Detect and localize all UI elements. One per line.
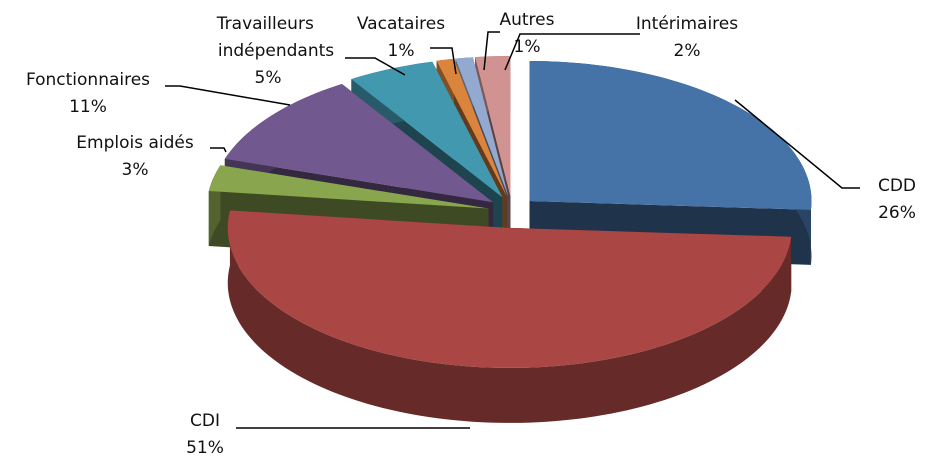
- leader-line: [734, 99, 860, 189]
- slice-label: Emplois aidés: [76, 133, 194, 153]
- leader-line: [430, 47, 457, 75]
- slice-top: [351, 61, 503, 198]
- pie-slice: [227, 210, 792, 423]
- slice-value-label: 5%: [255, 68, 282, 88]
- slice-value-label: 3%: [122, 160, 149, 180]
- slice-value-label: 11%: [69, 97, 107, 117]
- slice-top: [208, 165, 489, 209]
- slice-value-label: 2%: [674, 41, 701, 61]
- leader-line: [345, 57, 406, 76]
- slice-label: Vacataires: [357, 14, 445, 34]
- leader-line: [504, 33, 640, 71]
- leader-line: [165, 85, 291, 106]
- slice-top: [227, 210, 792, 368]
- slice-top: [455, 57, 509, 197]
- slice-label: Intérimaires: [636, 14, 738, 34]
- slice-wall: [227, 210, 792, 423]
- slice-label: Fonctionnaires: [26, 70, 150, 90]
- leader-line: [210, 147, 227, 153]
- leader-line: [483, 31, 500, 71]
- slice-value-label: 51%: [186, 438, 224, 456]
- slice-top: [224, 83, 494, 203]
- slice-label: Autres: [499, 10, 554, 30]
- slice-label: CDI: [190, 411, 220, 431]
- slice-value-label: 1%: [514, 37, 541, 57]
- slice-label: CDD: [878, 176, 916, 196]
- slice-top: [436, 58, 507, 197]
- slice-top: [475, 56, 511, 197]
- slice-value-label: 1%: [388, 41, 415, 61]
- slice-value-label: 26%: [878, 203, 916, 223]
- slice-top: [529, 61, 812, 210]
- slice-label: Travailleurs indépendants: [216, 14, 334, 61]
